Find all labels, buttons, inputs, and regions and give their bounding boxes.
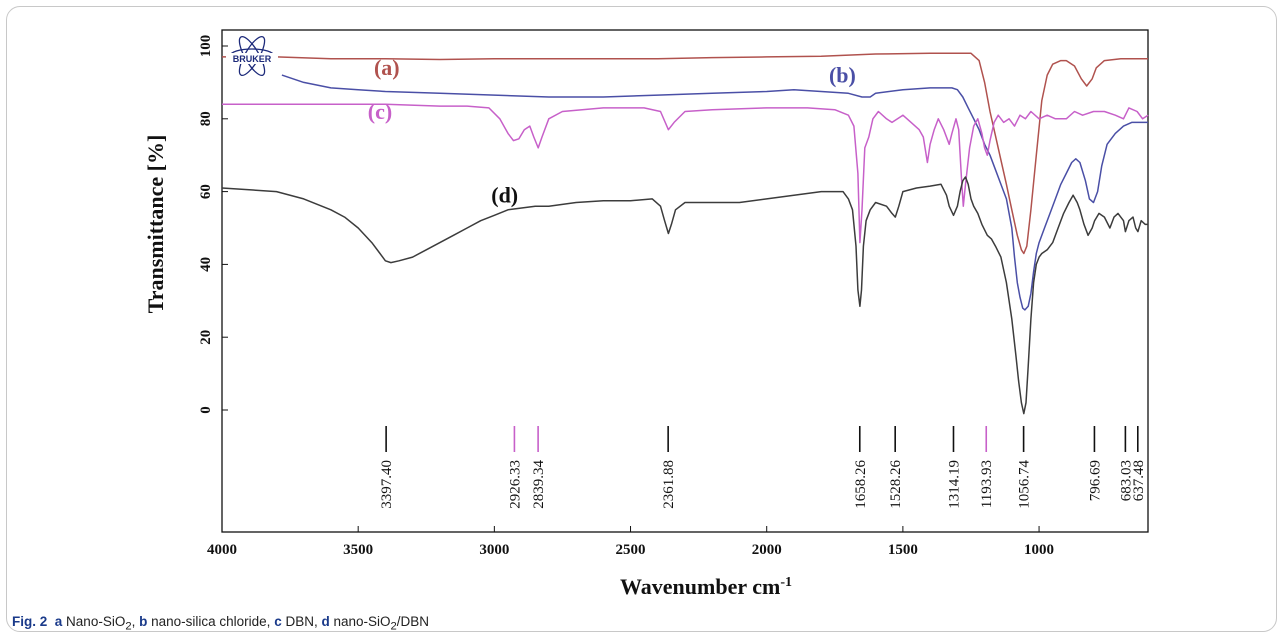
caption-part-letter: d <box>321 614 330 629</box>
series-line-3 <box>222 103 1149 244</box>
caption-subscript: 2 <box>390 620 397 633</box>
peak-markers: 3397.40 2926.33 2839.34 2361.88 1658.26 1528.… <box>379 426 1147 509</box>
caption-subscript: 2 <box>125 620 132 633</box>
x-tick-label: 2500 <box>616 542 646 558</box>
figure-frame <box>6 6 1277 632</box>
series-line-4 <box>221 176 1148 415</box>
plot-area <box>221 29 1149 533</box>
caption-text: a Nano-SiO2, b nano-silica chloride, c D… <box>54 614 430 633</box>
y-tick-label: 80 <box>198 111 214 126</box>
peak-label: 796.69 <box>1087 460 1103 501</box>
y-tick-label: 60 <box>198 184 214 199</box>
peak-label: 2361.88 <box>661 460 677 509</box>
logo-text: BRUKER <box>233 54 272 64</box>
series-label-2: (b) <box>829 62 856 87</box>
x-tick-label: 1500 <box>888 542 918 558</box>
axis-ticks: 4000 3500 3000 2500 2000 1500 1000 0 20 40 60 80 100 <box>198 35 1054 558</box>
y-axis-title: Transmittance [%] <box>143 135 168 314</box>
series-group: (a) (b) (c) (d) <box>221 52 1149 415</box>
peak-label: 1658.26 <box>853 460 869 509</box>
figure-label: Fig. 2 <box>12 614 48 629</box>
peak-label: 1193.93 <box>979 460 995 508</box>
x-tick-label: 2000 <box>752 542 782 558</box>
peak-label: 637.48 <box>1131 460 1147 501</box>
bruker-logo: BRUKER <box>226 35 278 77</box>
peak-label: 2926.33 <box>507 460 523 509</box>
peak-label: 1314.19 <box>946 460 962 509</box>
peak-label: 1528.26 <box>888 460 904 509</box>
y-tick-label: 20 <box>198 330 214 345</box>
x-tick-label: 3500 <box>343 542 373 558</box>
x-tick-label: 3000 <box>479 542 509 558</box>
caption-part-letter: c <box>274 614 282 629</box>
peak-label: 683.03 <box>1118 460 1134 501</box>
x-axis-title-main: Wavenumber cm <box>620 574 780 599</box>
x-axis-title: Wavenumber cm-1 <box>620 574 792 599</box>
x-tick-label: 4000 <box>207 542 237 558</box>
y-tick-label: 100 <box>198 35 214 58</box>
peak-label: 2839.34 <box>531 460 547 509</box>
y-tick-label: 0 <box>198 406 214 414</box>
series-line-2 <box>281 74 1148 311</box>
figure-caption: Fig. 2 a Nano-SiO2, b nano-silica chlori… <box>12 614 429 633</box>
y-tick-label: 40 <box>198 257 214 272</box>
caption-part-letter: a <box>54 614 63 629</box>
caption-part-letter: b <box>139 614 148 629</box>
peak-label: 1056.74 <box>1017 460 1033 509</box>
peak-label: 3397.40 <box>379 460 395 509</box>
series-label-1: (a) <box>374 55 400 80</box>
series-line-1 <box>222 52 1148 255</box>
x-axis-title-sup: -1 <box>780 575 792 590</box>
plot-border <box>221 29 1149 533</box>
series-label-4: (d) <box>491 183 518 208</box>
series-label-3: (c) <box>368 99 392 124</box>
x-tick-label: 1000 <box>1024 542 1054 558</box>
